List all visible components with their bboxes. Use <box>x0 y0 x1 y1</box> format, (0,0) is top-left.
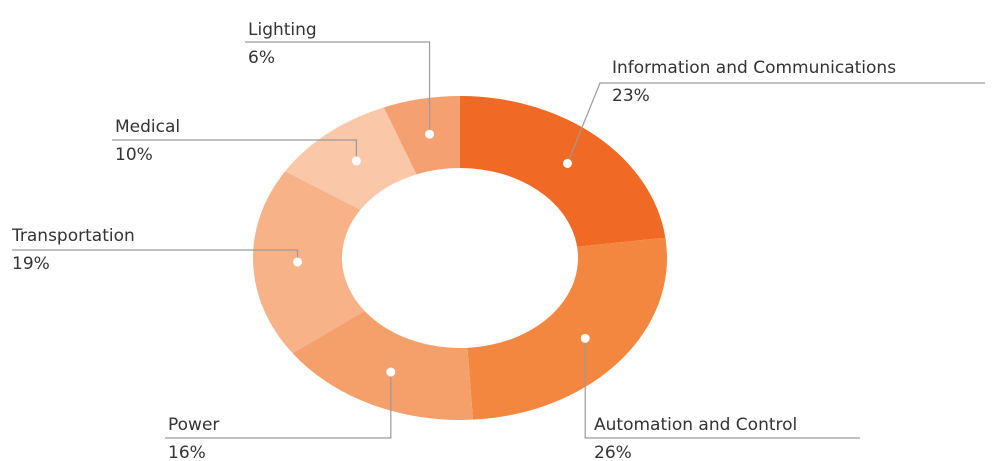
value-label: 10% <box>115 145 153 165</box>
donut-segment <box>383 96 460 175</box>
value-label: 19% <box>12 254 50 274</box>
category-label: Automation and Control <box>594 415 797 435</box>
donut-segment <box>467 237 667 420</box>
donut-segment <box>292 310 473 420</box>
value-label: 23% <box>612 86 650 106</box>
leader-line <box>245 41 431 135</box>
category-label: Transportation <box>11 226 135 246</box>
leader-line <box>112 139 358 161</box>
leader-line <box>584 338 860 439</box>
value-label: 26% <box>594 443 632 461</box>
leader-dot <box>425 129 435 139</box>
category-label: Lighting <box>248 20 317 40</box>
leader-dot <box>386 367 396 377</box>
donut-segment <box>460 96 666 247</box>
value-label: 6% <box>248 48 275 68</box>
donut-segment <box>253 171 365 354</box>
category-label: Medical <box>115 117 180 137</box>
category-label: Information and Communications <box>612 58 896 78</box>
leader-dot <box>293 257 303 267</box>
value-label: 16% <box>168 443 206 461</box>
category-label: Power <box>168 415 219 435</box>
leader-line <box>566 82 985 164</box>
leader-dot <box>351 156 361 166</box>
leader-line <box>165 372 392 439</box>
donut-segment <box>285 107 417 210</box>
leader-dot <box>562 158 572 168</box>
leader-dot <box>580 333 590 343</box>
